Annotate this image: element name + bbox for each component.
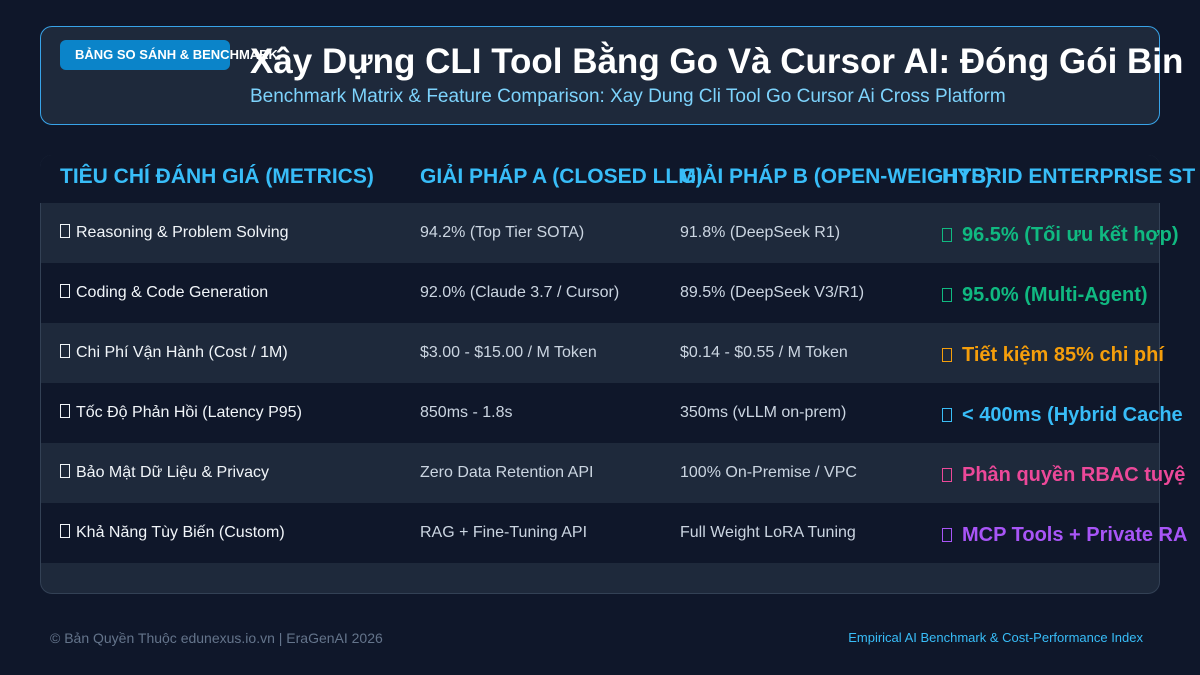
cell-text: $3.00 - $15.00 / M Token [420,344,597,361]
icon [942,528,952,542]
icon [60,344,70,358]
cell-text: Tốc Độ Phản Hồi (Latency P95) [76,404,302,421]
table-cell: Khả Năng Tùy Biến (Custom) [60,523,285,543]
table-row [41,383,1159,443]
cell-text: 91.8% (DeepSeek R1) [680,224,841,241]
table-row [41,323,1159,383]
cell-text: < 400ms (Hybrid Cache [962,404,1183,426]
copyright: © Bản Quyền Thuộc edunexus.io.vn | EraGe… [50,630,383,646]
cell-text: Phân quyền RBAC tuyệ [962,464,1186,486]
table-cell: RAG + Fine-Tuning API [420,523,587,543]
table-header-bg [40,155,1160,203]
icon [942,468,952,482]
icon [60,464,70,478]
cell-text: 100% On-Premise / VPC [680,464,857,481]
cell-text: 350ms (vLLM on-prem) [680,404,847,421]
table-cell: Chi Phí Vận Hành (Cost / 1M) [60,343,288,363]
cell-text: Full Weight LoRA Tuning [680,524,856,541]
table-cell: MCP Tools + Private RA [942,525,1187,545]
cell-text: Coding & Code Generation [76,284,269,301]
table-cell: Tốc Độ Phản Hồi (Latency P95) [60,403,302,423]
cell-text: Khả Năng Tùy Biến (Custom) [76,524,285,541]
table-cell: Full Weight LoRA Tuning [680,523,856,543]
subtitle: Benchmark Matrix & Feature Comparison: X… [250,86,1006,107]
table-cell: Tiết kiệm 85% chi phí [942,345,1164,365]
table-cell: 96.5% (Tối ưu kết hợp) [942,225,1179,245]
title: Xây Dựng CLI Tool Bằng Go Và Cursor AI: … [250,42,1184,81]
cell-text: Zero Data Retention API [420,464,594,481]
table-cell: Phân quyền RBAC tuyệ [942,465,1185,485]
table-cell: 850ms - 1.8s [420,403,512,423]
table-cell: Bảo Mật Dữ Liệu & Privacy [60,463,269,483]
icon [942,348,952,362]
icon [942,408,952,422]
table-cell: 92.0% (Claude 3.7 / Cursor) [420,283,619,303]
cell-text: Reasoning & Problem Solving [76,224,289,241]
table-row [41,443,1159,503]
table-row [41,203,1159,263]
cell-text: 92.0% (Claude 3.7 / Cursor) [420,284,620,301]
table-cell: 95.0% (Multi-Agent) [942,285,1148,305]
cell-text: Tiết kiệm 85% chi phí [962,344,1164,366]
icon [942,288,952,302]
cell-text: 850ms - 1.8s [420,404,513,421]
column-header: GIẢI PHÁP A (CLOSED LLM) [420,165,703,188]
badge: BẢNG SO SÁNH & BENCHMARK [60,40,278,70]
column-header: HYBRID ENTERPRISE ST [942,165,1196,188]
table-cell: Reasoning & Problem Solving [60,223,289,243]
tagline: Empirical AI Benchmark & Cost-Performanc… [848,630,1143,645]
icon [60,284,70,298]
column-header: GIẢI PHÁP B (OPEN-WEIGHTS) [680,165,993,188]
cell-text: Chi Phí Vận Hành (Cost / 1M) [76,344,288,361]
table-cell: 91.8% (DeepSeek R1) [680,223,840,243]
cell-text: Bảo Mật Dữ Liệu & Privacy [76,464,270,481]
table-cell: $0.14 - $0.55 / M Token [680,343,848,363]
icon [60,524,70,538]
cell-text: 96.5% (Tối ưu kết hợp) [962,224,1179,246]
table-cell: < 400ms (Hybrid Cache [942,405,1183,425]
table-cell: 100% On-Premise / VPC [680,463,857,483]
cell-text: 95.0% (Multi-Agent) [962,284,1148,306]
table-cell: Coding & Code Generation [60,283,268,303]
cell-text: RAG + Fine-Tuning API [420,524,588,541]
cell-text: MCP Tools + Private RA [962,524,1188,546]
table-row [41,503,1159,563]
table-cell: Zero Data Retention API [420,463,593,483]
cell-text: 89.5% (DeepSeek V3/R1) [680,284,865,301]
table-cell: 350ms (vLLM on-prem) [680,403,846,423]
icon [60,224,70,238]
cell-text: 94.2% (Top Tier SOTA) [420,224,585,241]
icon [942,228,952,242]
table-cell: $3.00 - $15.00 / M Token [420,343,597,363]
cell-text: $0.14 - $0.55 / M Token [680,344,848,361]
icon [60,404,70,418]
table-row [41,263,1159,323]
table-cell: 89.5% (DeepSeek V3/R1) [680,283,864,303]
column-header: TIÊU CHÍ ĐÁNH GIÁ (METRICS) [60,165,374,188]
table-cell: 94.2% (Top Tier SOTA) [420,223,584,243]
